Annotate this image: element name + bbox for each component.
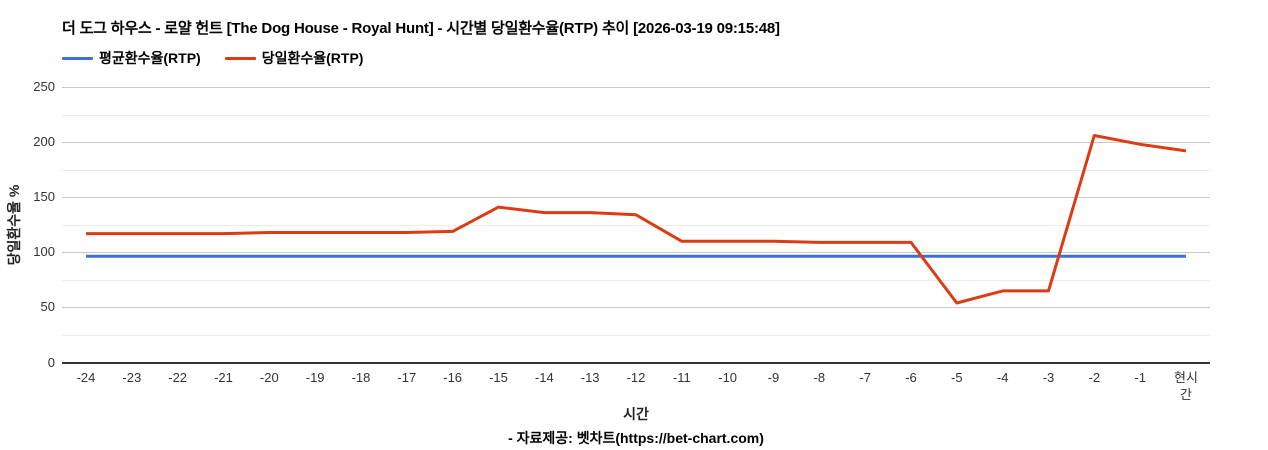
- x-tick-label: -4: [996, 370, 1009, 385]
- x-tick-label: 현시간: [1174, 370, 1198, 402]
- x-tick-label: -7: [859, 370, 871, 385]
- x-tick-label: -8: [813, 370, 826, 385]
- x-tick-label: -12: [626, 370, 646, 385]
- x-tick-label: -5: [951, 370, 963, 385]
- legend-label-average-rtp: 평균환수율(RTP): [99, 50, 201, 66]
- legend-label-daily-rtp: 당일환수율(RTP): [261, 50, 364, 66]
- x-tick-label: -22: [168, 370, 188, 385]
- gridlines: [62, 87, 1210, 336]
- average-rtp-line-swatch: [62, 56, 93, 60]
- x-tick-label: -6: [905, 370, 917, 385]
- x-tick-label: -9: [767, 370, 780, 385]
- x-tick-label: -2: [1088, 370, 1101, 385]
- x-tick-label: -13: [580, 370, 600, 385]
- x-tick-label: -1: [1134, 370, 1146, 385]
- data-source-credit: - 자료제공: 벳차트(https://bet-chart.com): [508, 430, 764, 446]
- y-tick-label: 250: [33, 79, 55, 94]
- daily-rtp-line-swatch: [224, 56, 256, 60]
- x-tick-label: -21: [214, 370, 233, 385]
- x-tick-label: -3: [1042, 370, 1055, 385]
- chart-title: 더 도그 하우스 - 로얄 헌트 [The Dog House - Royal …: [62, 20, 780, 37]
- x-tick-label: -11: [672, 370, 691, 385]
- legend: 평균환수율(RTP) 당일환수율(RTP): [62, 50, 363, 66]
- legend-item-daily-rtp: 당일환수율(RTP): [224, 48, 364, 68]
- x-tick-label: -16: [443, 370, 463, 385]
- x-tick-label: -24: [76, 370, 96, 385]
- daily-rtp-line: [86, 134, 1187, 305]
- y-tick-label: 200: [33, 134, 55, 150]
- x-tick-label: -18: [351, 370, 371, 385]
- y-tick-label: 150: [33, 189, 55, 205]
- x-tick-label: -23: [122, 370, 142, 385]
- y-tick-label: 50: [40, 299, 55, 315]
- y-tick-label: 0: [47, 354, 55, 370]
- x-axis-title: 시간: [623, 406, 649, 422]
- y-tick-label: 100: [33, 244, 55, 260]
- x-tick-label: -15: [489, 370, 508, 385]
- x-tick-label: -14: [534, 370, 554, 385]
- x-tick-label: -20: [259, 370, 279, 385]
- x-tick-label: -19: [305, 370, 325, 385]
- x-tick-label: -10: [718, 370, 738, 385]
- x-tick-label: -17: [397, 370, 417, 385]
- legend-item-average-rtp: 평균환수율(RTP): [62, 48, 201, 68]
